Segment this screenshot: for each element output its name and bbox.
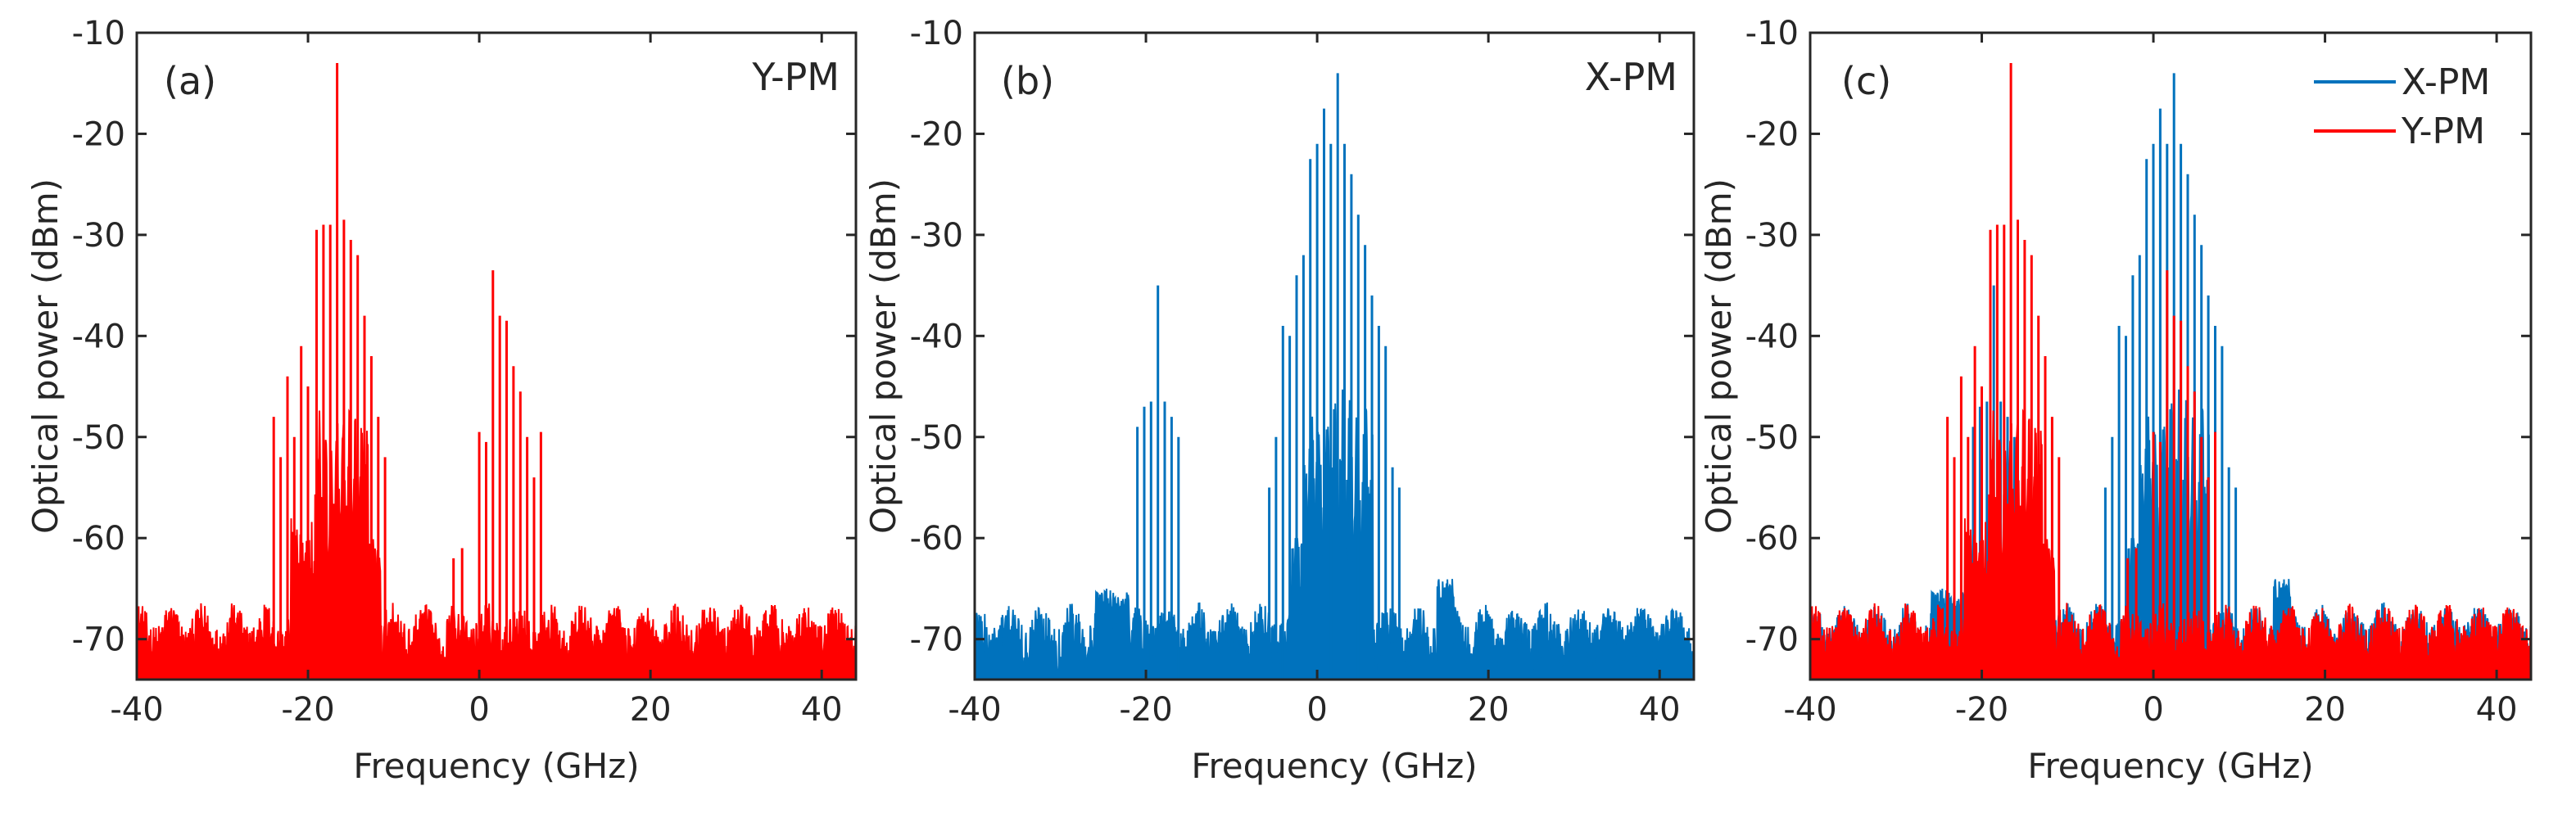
x-tick-label: 40 xyxy=(2476,691,2518,729)
y-tick-label: -60 xyxy=(910,520,963,558)
panel-c: -40 -20 0 20 40 -10 -20 -30 -40 -50 -60 -70 (c) X-… xyxy=(1699,15,2533,786)
x-tick-label: 0 xyxy=(2143,691,2163,729)
noise-floor-x-pm xyxy=(975,389,1694,680)
y-tick-label: -40 xyxy=(72,318,125,355)
panel-a-frame xyxy=(135,31,858,681)
y-tick-label: -30 xyxy=(1745,217,1799,255)
panel-c-ylabel: Optical power (dBm) xyxy=(1699,178,1739,534)
panel-b-data xyxy=(975,73,1694,680)
panel-a-label: (a) xyxy=(164,59,216,103)
x-tick-label: -20 xyxy=(1119,691,1172,729)
y-tick-label: -30 xyxy=(72,217,125,255)
panel-b-series-tag: X-PM xyxy=(1585,55,1677,99)
y-tick-label: -50 xyxy=(910,419,963,457)
x-tick-label: 20 xyxy=(1468,691,1510,729)
panel-b-ylabel: Optical power (dBm) xyxy=(863,178,903,534)
x-tick-label: 20 xyxy=(630,691,672,729)
panel-c-label: (c) xyxy=(1841,59,1891,103)
y-tick-label: -60 xyxy=(72,520,125,558)
panel-b-label: (b) xyxy=(1001,59,1054,103)
y-tick-label: -40 xyxy=(1745,318,1799,355)
noise-floor-y-pm xyxy=(137,409,856,680)
panel-a-series-tag: Y-PM xyxy=(751,55,840,99)
x-tick-label: -20 xyxy=(1955,691,2008,729)
y-tick-label: -70 xyxy=(1745,621,1799,659)
panel-b-xlabel: Frequency (GHz) xyxy=(1191,746,1477,786)
y-tick-label: -40 xyxy=(910,318,963,355)
panel-c-data xyxy=(1810,63,2531,680)
panel-a-data xyxy=(137,63,856,680)
panel-b-y-axis: -10 -20 -30 -40 -50 -60 -70 xyxy=(910,15,1694,659)
x-tick-label: 20 xyxy=(2304,691,2346,729)
x-tick-label: 40 xyxy=(801,691,843,729)
panel-a-ylabel: Optical power (dBm) xyxy=(25,178,66,534)
y-tick-label: -50 xyxy=(1745,419,1799,457)
y-tick-label: -30 xyxy=(910,217,963,255)
x-tick-label: -40 xyxy=(1783,691,1836,729)
x-tick-label: 0 xyxy=(1306,691,1327,729)
y-tick-label: -20 xyxy=(72,115,125,153)
series-y-pm xyxy=(1810,63,2531,680)
panel-c-frame xyxy=(1809,31,2533,681)
panel-a: -40 -20 0 20 40 -10 -20 -30 -40 -50 -60 -70 (a) Y-… xyxy=(25,15,858,786)
x-tick-label: -40 xyxy=(948,691,1001,729)
y-tick-label: -20 xyxy=(910,115,963,153)
panel-b-x-axis: -40 -20 0 20 40 xyxy=(948,33,1681,729)
panel-b-frame xyxy=(973,31,1695,681)
legend-label-y-pm: Y-PM xyxy=(2401,111,2485,152)
legend: X-PM Y-PM xyxy=(2314,61,2490,152)
y-tick-label: -10 xyxy=(1745,15,1799,52)
panel-a-x-axis: -40 -20 0 20 40 xyxy=(110,33,843,729)
series-x-pm xyxy=(975,73,1694,680)
panel-c-y-axis: -10 -20 -30 -40 -50 -60 -70 xyxy=(1745,15,2531,659)
panel-a-y-axis: -10 -20 -30 -40 -50 -60 -70 xyxy=(72,15,856,659)
y-tick-label: -70 xyxy=(910,621,963,659)
panel-a-xlabel: Frequency (GHz) xyxy=(353,746,639,786)
x-tick-label: 0 xyxy=(469,691,489,729)
series-y-pm xyxy=(137,63,856,680)
panel-b: -40 -20 0 20 40 -10 -20 -30 -40 -50 -60 -70 (b) X-… xyxy=(863,15,1695,786)
y-tick-label: -10 xyxy=(910,15,963,52)
x-tick-label: 40 xyxy=(1639,691,1681,729)
y-tick-label: -70 xyxy=(72,621,125,659)
legend-label-x-pm: X-PM xyxy=(2402,61,2490,103)
x-tick-label: -40 xyxy=(110,691,163,729)
series-x-pm xyxy=(1810,73,2531,680)
y-tick-label: -60 xyxy=(1745,520,1799,558)
y-tick-label: -50 xyxy=(72,419,125,457)
panel-c-xlabel: Frequency (GHz) xyxy=(2027,746,2313,786)
y-tick-label: -10 xyxy=(72,15,125,52)
y-tick-label: -20 xyxy=(1745,115,1799,153)
panel-c-x-axis: -40 -20 0 20 40 xyxy=(1783,33,2518,729)
x-tick-label: -20 xyxy=(281,691,334,729)
